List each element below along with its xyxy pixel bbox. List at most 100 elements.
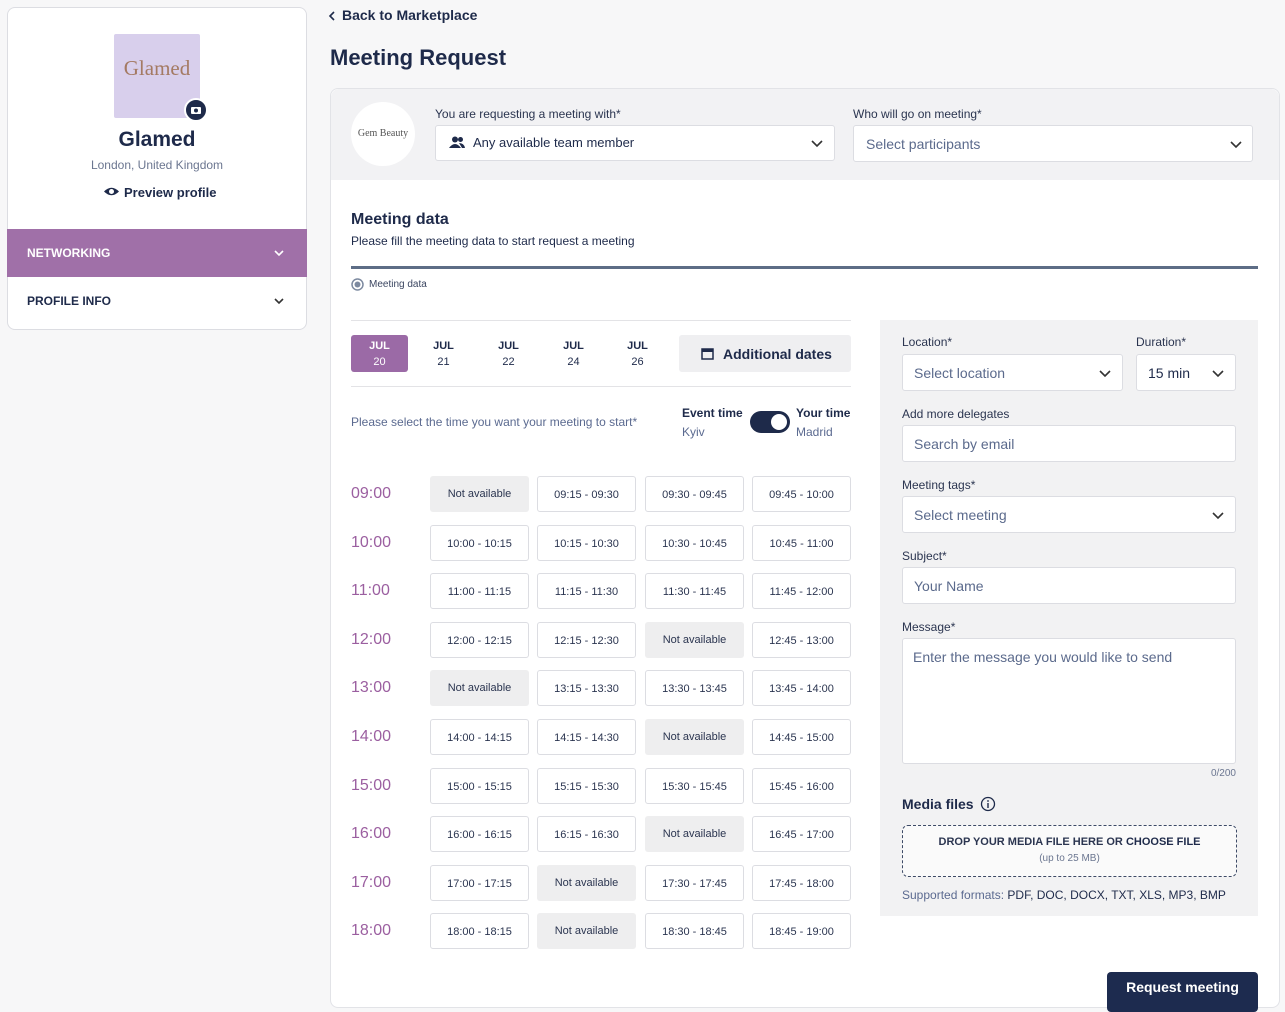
formats-line: Supported formats: PDF, DOC, DOCX, TXT, … <box>902 888 1226 902</box>
hour-label: 16:00 <box>351 825 392 843</box>
team-select[interactable] <box>435 125 835 161</box>
dropzone[interactable] <box>902 825 1237 877</box>
time-slot[interactable]: 16:45 - 17:00 <box>752 816 851 853</box>
char-counter: 0/200 <box>1210 768 1236 779</box>
chevron <box>274 250 284 257</box>
time-slot[interactable]: 17:30 - 17:45 <box>645 864 744 901</box>
time-slot[interactable]: 18:30 - 18:45 <box>645 913 744 950</box>
delegates-placeholder: Search by email <box>914 436 1015 452</box>
participants-select[interactable] <box>853 125 1253 162</box>
time-slot[interactable]: 14:45 - 15:00 <box>752 719 851 755</box>
time-slot[interactable]: 15:30 - 15:45 <box>645 767 744 804</box>
step-dot <box>351 278 364 291</box>
time-slot[interactable]: 15:15 - 15:30 <box>537 767 636 804</box>
time-slot-unavailable: Not available <box>430 670 529 707</box>
info-icon[interactable] <box>980 796 996 812</box>
participants-placeholder: Select participants <box>866 136 981 152</box>
form-panel <box>880 320 1258 916</box>
menu-item-bg[interactable] <box>7 229 307 277</box>
calendar-icon <box>701 348 714 360</box>
hour-label: 11:00 <box>351 582 390 600</box>
delegates-input[interactable] <box>902 425 1236 462</box>
duration-select[interactable] <box>1136 354 1236 391</box>
time-slot[interactable]: 11:00 - 11:15 <box>430 573 529 610</box>
time-slot[interactable]: 09:30 - 09:45 <box>645 476 744 512</box>
who-label: Who will go on meeting* <box>853 107 982 121</box>
chevron <box>1212 370 1224 378</box>
time-slot[interactable]: 16:15 - 16:30 <box>537 816 636 853</box>
hour-label: 10:00 <box>351 533 392 551</box>
duration-value: 15 min <box>1148 365 1191 381</box>
with-label: You are requesting a meeting with* <box>435 107 621 121</box>
hour-label: 13:00 <box>351 679 392 697</box>
location-select[interactable] <box>902 354 1123 391</box>
team-value: Any available team member <box>473 135 635 150</box>
time-slot-unavailable: Not available <box>645 719 744 755</box>
time-slot[interactable]: 13:30 - 13:45 <box>645 670 744 707</box>
chevron <box>274 298 284 305</box>
drop-line: DROP YOUR MEDIA FILE HERE OR CHOOSE FILE <box>902 836 1237 848</box>
time-slot[interactable]: 12:15 - 12:30 <box>537 621 636 658</box>
drop-text: DROP YOUR MEDIA FILE HERE OR <box>938 836 1123 848</box>
event-time-label: Event time <box>682 406 743 420</box>
duration-label: Duration* <box>1136 335 1187 349</box>
time-slot[interactable]: 10:15 - 10:30 <box>537 524 636 561</box>
time-slot[interactable]: 16:00 - 16:15 <box>430 816 529 853</box>
time-slot[interactable]: 14:00 - 14:15 <box>430 719 529 755</box>
additional-dates-button[interactable] <box>679 335 851 372</box>
time-slot[interactable]: 09:15 - 09:30 <box>537 476 636 512</box>
delegates-label: Add more delegates <box>902 407 1010 421</box>
time-slot-unavailable: Not available <box>537 864 636 901</box>
tags-placeholder: Select meeting <box>914 507 1007 523</box>
subject-label: Subject* <box>902 549 947 563</box>
time-toggle[interactable] <box>750 411 790 433</box>
time-slot[interactable]: 09:45 - 10:00 <box>752 476 851 512</box>
profile-name: Glamed <box>118 128 196 151</box>
time-slot[interactable]: 11:30 - 11:45 <box>645 573 744 610</box>
request-button[interactable]: Request meeting <box>1107 972 1258 1012</box>
time-slot[interactable]: 17:45 - 18:00 <box>752 864 851 901</box>
message-input[interactable] <box>902 638 1236 764</box>
time-slot[interactable]: 15:00 - 15:15 <box>430 767 529 804</box>
partner-logo: Gem Beauty <box>351 102 415 166</box>
time-slot[interactable]: 18:45 - 19:00 <box>752 913 851 950</box>
tags-label: Meeting tags* <box>902 478 976 492</box>
section-title: Meeting data <box>351 211 449 228</box>
time-slot[interactable]: 18:00 - 18:15 <box>430 913 529 950</box>
time-slot[interactable]: 10:45 - 11:00 <box>752 524 851 561</box>
date-month: JUL <box>498 340 519 352</box>
choose-file-link[interactable]: CHOOSE FILE <box>1125 836 1201 848</box>
time-slot[interactable]: 11:15 - 11:30 <box>537 573 636 610</box>
divider <box>351 386 851 387</box>
time-slot[interactable]: 13:15 - 13:30 <box>537 670 636 707</box>
tags-select[interactable] <box>902 496 1236 533</box>
hour-label: 17:00 <box>351 873 392 891</box>
hour-label: 15:00 <box>351 776 392 794</box>
team-icon <box>449 136 465 148</box>
time-slot[interactable]: 12:45 - 13:00 <box>752 621 851 658</box>
time-slot[interactable]: 17:00 - 17:15 <box>430 864 529 901</box>
chevron <box>1212 512 1224 520</box>
preview-profile-link[interactable]: Preview profile <box>124 185 217 200</box>
menu-item-label: NETWORKING <box>27 246 111 260</box>
time-slot[interactable]: 10:00 - 10:15 <box>430 524 529 561</box>
message-placeholder: Enter the message you would like to send <box>913 649 1173 665</box>
your-time-label: Your time <box>796 406 851 420</box>
hour-label: 09:00 <box>351 485 392 502</box>
chevron <box>1230 141 1242 149</box>
profile-logo[interactable]: Glamed <box>114 34 200 118</box>
time-slot[interactable]: 14:15 - 14:30 <box>537 719 636 755</box>
back-link[interactable]: Back to Marketplace <box>342 7 478 23</box>
time-slot-unavailable: Not available <box>430 476 529 512</box>
camera-badge[interactable] <box>184 98 208 122</box>
location-label: Location* <box>902 335 953 349</box>
time-slot[interactable]: 12:00 - 12:15 <box>430 621 529 658</box>
subject-input[interactable] <box>902 567 1236 604</box>
time-slot[interactable]: 11:45 - 12:00 <box>752 573 851 610</box>
media-label: Media files <box>902 796 974 812</box>
date-tab[interactable] <box>351 335 408 372</box>
time-slot[interactable]: 13:45 - 14:00 <box>752 670 851 707</box>
time-slot[interactable]: 15:45 - 16:00 <box>752 767 851 804</box>
date-month: JUL <box>433 340 454 352</box>
time-slot[interactable]: 10:30 - 10:45 <box>645 524 744 561</box>
